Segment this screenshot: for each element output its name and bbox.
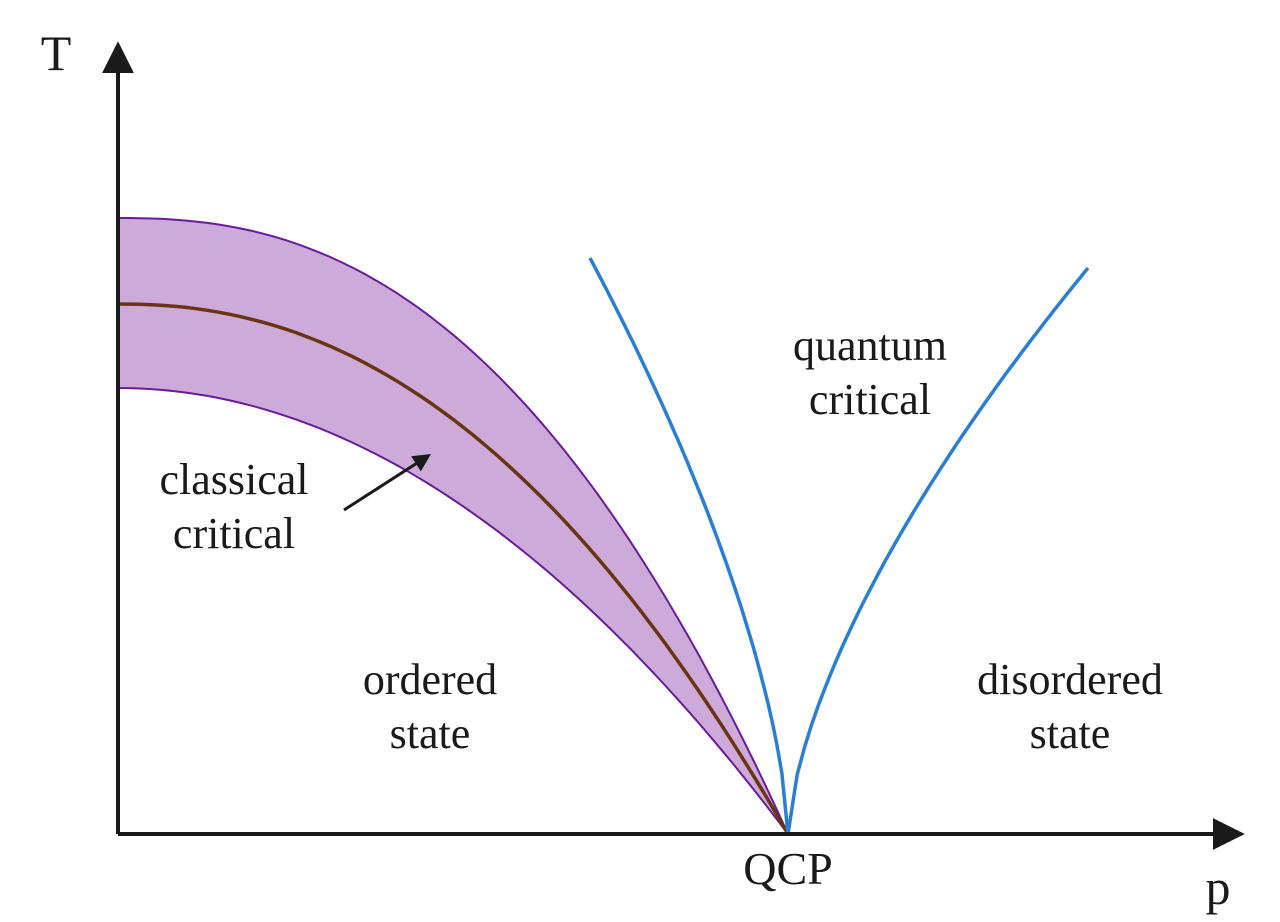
- classical-critical-label: critical: [173, 509, 295, 558]
- disordered-state-label: state: [1030, 709, 1111, 758]
- ordered-state-label: ordered: [363, 655, 497, 704]
- quantum-critical-label: quantum: [793, 321, 947, 370]
- qcp-label: QCP: [743, 843, 832, 894]
- pointer-arrow: [344, 456, 428, 510]
- x-axis-label: p: [1206, 859, 1231, 915]
- disordered-state-label: disordered: [977, 655, 1163, 704]
- classical-critical-label: classical: [159, 455, 308, 504]
- ordered-state-label: state: [390, 709, 471, 758]
- phase-diagram: T p QCP classical critical ordered state…: [0, 0, 1280, 922]
- quantum-critical-label: critical: [809, 375, 931, 424]
- y-axis-label: T: [41, 25, 72, 81]
